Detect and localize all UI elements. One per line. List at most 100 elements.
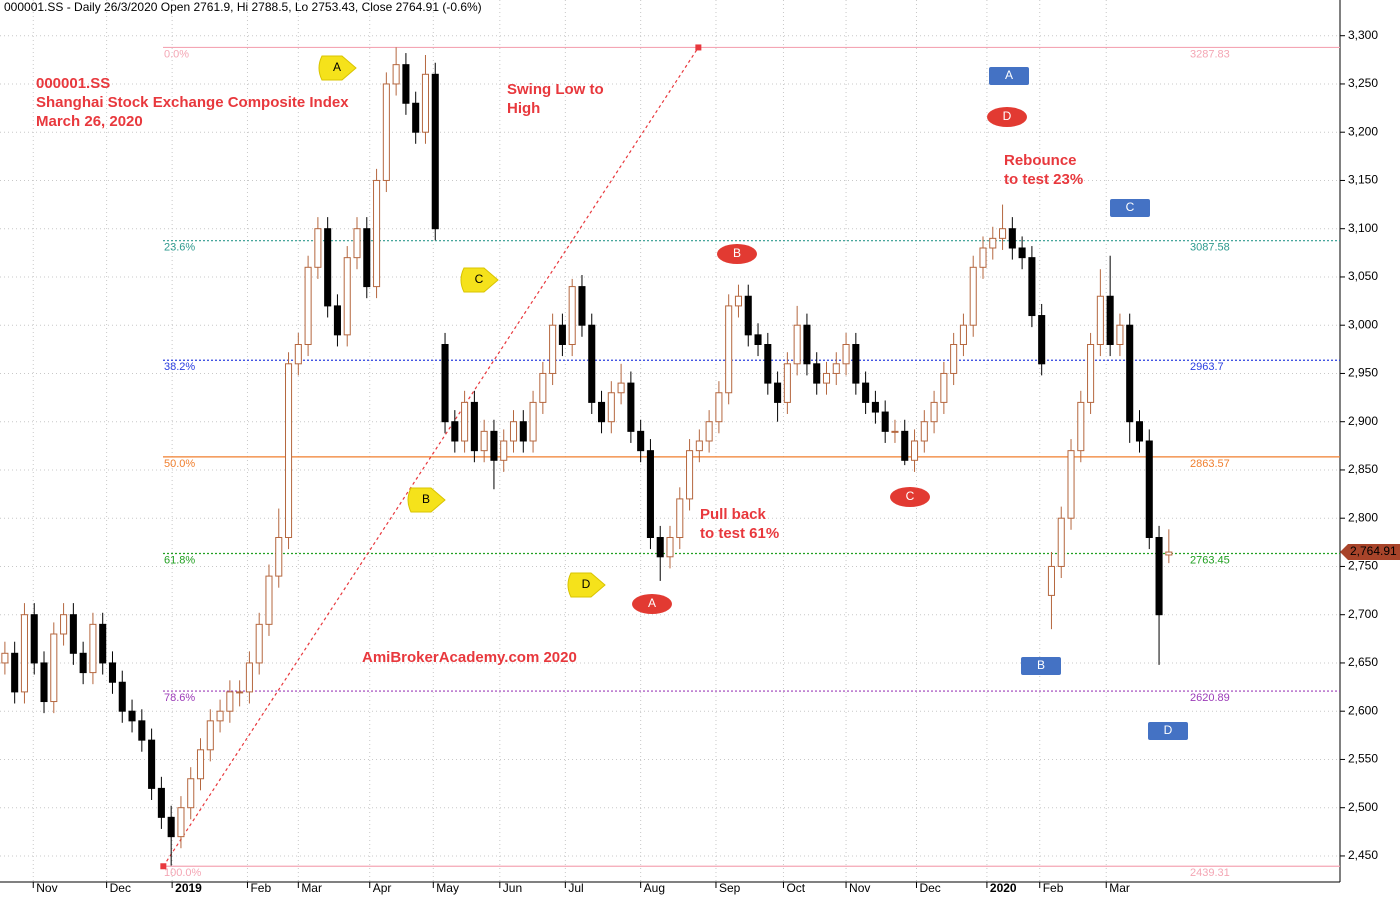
candle-body — [402, 64, 410, 104]
candle-body — [265, 575, 273, 625]
candle-body — [148, 739, 156, 789]
candle-body — [715, 392, 723, 423]
candle-body — [30, 614, 38, 664]
candle-body — [333, 305, 341, 336]
red-marker — [717, 244, 757, 264]
yellow-marker — [567, 572, 606, 598]
annotation: to test 23% — [1004, 171, 1083, 188]
candle-body — [959, 324, 967, 346]
candle-body — [1067, 450, 1075, 519]
annotation: Pull back — [700, 506, 767, 523]
x-tick-label: Feb — [250, 881, 271, 895]
fib-label: 23.6% — [164, 242, 195, 254]
x-tick-label: Mar — [301, 881, 322, 895]
candle-body — [558, 324, 566, 346]
candle-body — [187, 778, 195, 809]
candle-body — [236, 691, 244, 694]
marker-label: D — [1003, 109, 1012, 123]
y-tick-label: 2,700 — [1348, 607, 1378, 621]
candle-body — [89, 623, 97, 674]
candle-body — [1077, 401, 1085, 452]
x-tick-label: Feb — [1043, 881, 1064, 895]
x-tick-label: Mar — [1109, 881, 1130, 895]
candle-body — [79, 652, 87, 674]
yellow-marker — [318, 55, 357, 81]
blue-marker — [989, 67, 1029, 85]
candle-body — [754, 334, 762, 346]
candle-body — [108, 662, 117, 683]
chart-header: 000001.SS - Daily 26/3/2020 Open 2761.9,… — [4, 0, 482, 14]
candle-body — [1145, 440, 1153, 538]
x-tick-label: 2020 — [990, 881, 1017, 895]
candle-body — [656, 536, 664, 558]
candle-body — [461, 401, 469, 442]
candle-body — [480, 430, 488, 452]
candle-body — [1165, 551, 1173, 556]
candle-body — [1135, 421, 1144, 442]
yellow-marker — [460, 267, 499, 293]
blue-marker — [1148, 722, 1188, 740]
candle-body — [910, 440, 919, 461]
candle-body — [803, 324, 811, 365]
marker-label: A — [648, 596, 656, 610]
candle-body — [451, 421, 459, 442]
candle-body — [871, 401, 879, 413]
candle-body — [862, 382, 870, 403]
swing-point — [160, 863, 167, 870]
candle-body — [822, 372, 831, 384]
annotation: Rebounce — [1004, 152, 1077, 169]
swing-line — [162, 47, 699, 867]
candle-body — [99, 623, 107, 664]
x-tick-label: Aug — [644, 881, 665, 895]
y-tick-label: 3,200 — [1348, 124, 1378, 138]
y-tick-label: 3,300 — [1348, 28, 1378, 42]
x-tick-label: Jul — [568, 881, 583, 895]
candle-body — [950, 344, 958, 374]
fib-label: 61.8% — [164, 554, 195, 566]
candle-body — [275, 536, 283, 577]
candle-body — [617, 382, 625, 394]
candle-body — [470, 401, 478, 452]
annotation: High — [507, 100, 540, 117]
y-tick-label: 2,650 — [1348, 655, 1378, 669]
price-tag — [1340, 544, 1400, 561]
y-tick-label: 2,450 — [1348, 848, 1378, 862]
candle-body — [353, 228, 361, 259]
marker-label: C — [475, 272, 484, 286]
swing-point — [695, 44, 702, 51]
y-tick-label: 2,550 — [1348, 752, 1378, 766]
blue-marker — [1110, 199, 1150, 217]
candle-body — [578, 286, 586, 326]
candle-body — [441, 344, 449, 423]
candle-body — [666, 536, 674, 558]
candle-body — [285, 363, 293, 538]
y-tick-label: 2,900 — [1348, 414, 1378, 428]
candle-body — [969, 266, 977, 326]
candle-body — [832, 363, 840, 374]
candle-body — [725, 305, 733, 394]
candle-body — [734, 295, 742, 307]
x-tick-label: 2019 — [175, 881, 202, 895]
candle-body — [744, 295, 752, 336]
red-marker — [890, 487, 930, 507]
candle-body — [1, 652, 9, 664]
candle-body — [676, 498, 684, 538]
y-tick-label: 2,750 — [1348, 559, 1378, 573]
y-tick-label: 2,800 — [1348, 510, 1378, 524]
candle-body — [128, 710, 136, 722]
candle-body — [304, 266, 312, 346]
candle-body — [1116, 324, 1124, 346]
candle-body — [852, 344, 860, 384]
annotation: AmiBrokerAcademy.com 2020 — [362, 649, 577, 666]
candle-body — [382, 83, 390, 181]
candle-body — [363, 228, 371, 288]
marker-label: B — [422, 492, 430, 506]
y-tick-label: 3,100 — [1348, 221, 1378, 235]
candle-body — [412, 102, 420, 133]
candle-body — [226, 691, 234, 712]
candle-body — [891, 430, 899, 433]
candle-body — [490, 430, 498, 461]
candle-body — [695, 440, 703, 452]
x-tick-label: Jun — [503, 881, 522, 895]
x-tick-label: Apr — [373, 881, 392, 895]
